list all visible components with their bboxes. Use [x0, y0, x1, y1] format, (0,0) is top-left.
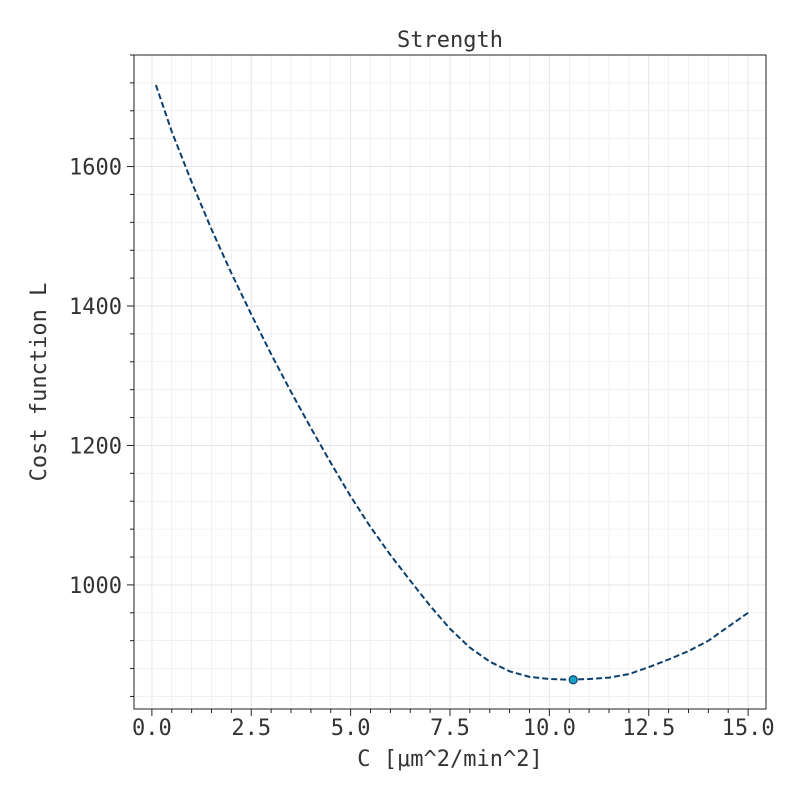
x-tick-label: 5.0: [331, 716, 371, 741]
series-line: [154, 84, 749, 681]
series-layer: [154, 84, 749, 685]
ticks: 0.0 2.5 5.0 7.5 10.0 12.5 15.0 1000 1200 1400 1600: [69, 54, 775, 741]
x-tick-label: 2.5: [231, 716, 271, 741]
x-tick-label: 7.5: [430, 716, 470, 741]
y-tick-label: 1200: [69, 434, 122, 459]
x-tick-label: 12.5: [622, 716, 675, 741]
y-axis-label: Cost function L: [27, 283, 52, 482]
y-tick-label: 1600: [69, 156, 122, 181]
y-tick-label: 1000: [69, 574, 122, 599]
chart-title: Strength: [397, 28, 503, 53]
x-axis-label: C [μm^2/min^2]: [357, 747, 542, 772]
x-tick-label: 15.0: [722, 716, 775, 741]
x-tick-label: 10.0: [523, 716, 576, 741]
minimum-point-marker: [568, 675, 578, 685]
grid: [134, 54, 766, 709]
y-tick-label: 1400: [69, 295, 122, 320]
x-tick-label: 0.0: [132, 716, 172, 741]
